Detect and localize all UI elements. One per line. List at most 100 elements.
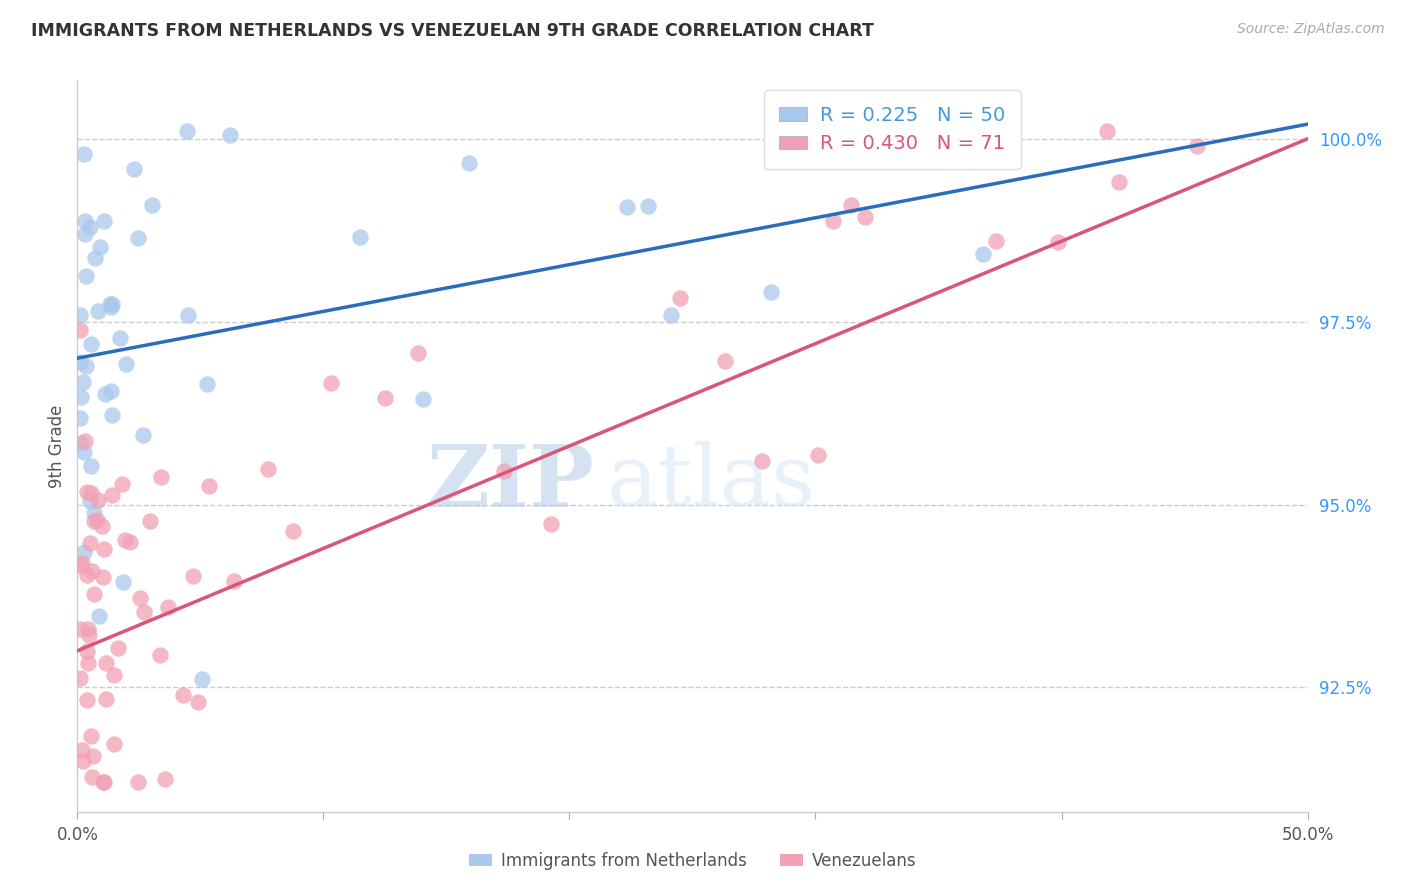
Point xyxy=(257,462,280,476)
Point xyxy=(120,535,142,549)
Point xyxy=(91,519,114,533)
Point xyxy=(87,608,110,623)
Point xyxy=(1108,175,1130,189)
Point xyxy=(76,692,98,706)
Point xyxy=(94,386,117,401)
Point xyxy=(100,300,122,314)
Point xyxy=(176,124,198,138)
Point xyxy=(80,564,103,578)
Point xyxy=(83,515,105,529)
Point xyxy=(103,668,125,682)
Point xyxy=(79,220,101,235)
Point xyxy=(80,486,103,500)
Point xyxy=(69,323,91,337)
Point xyxy=(321,376,343,391)
Point xyxy=(111,574,134,589)
Point xyxy=(87,303,110,318)
Point xyxy=(73,147,96,161)
Point xyxy=(132,605,155,619)
Point xyxy=(72,445,94,459)
Point xyxy=(492,464,515,478)
Point xyxy=(114,533,136,547)
Point xyxy=(75,359,97,373)
Point xyxy=(841,198,863,212)
Point xyxy=(101,297,124,311)
Point xyxy=(1046,235,1069,249)
Point xyxy=(83,587,105,601)
Point xyxy=(73,227,96,242)
Text: Source: ZipAtlas.com: Source: ZipAtlas.com xyxy=(1237,22,1385,37)
Point xyxy=(76,656,98,670)
Point xyxy=(79,494,101,508)
Point xyxy=(1095,124,1118,138)
Point xyxy=(349,230,371,244)
Point xyxy=(132,427,155,442)
Point xyxy=(669,291,692,305)
Point xyxy=(83,251,105,265)
Point xyxy=(115,357,138,371)
Point xyxy=(714,353,737,368)
Point xyxy=(91,570,114,584)
Point xyxy=(69,671,91,685)
Point xyxy=(100,297,122,311)
Point xyxy=(72,375,94,389)
Point xyxy=(751,453,773,467)
Point xyxy=(80,459,103,474)
Point xyxy=(177,308,200,322)
Point xyxy=(406,346,429,360)
Legend: Immigrants from Netherlands, Venezuelans: Immigrants from Netherlands, Venezuelans xyxy=(463,846,922,877)
Point xyxy=(972,247,994,261)
Point xyxy=(187,695,209,709)
Point xyxy=(853,210,876,224)
Point xyxy=(101,488,124,502)
Point xyxy=(190,673,212,687)
Point xyxy=(1185,139,1208,153)
Point xyxy=(76,643,98,657)
Point xyxy=(457,156,479,170)
Point xyxy=(89,240,111,254)
Point xyxy=(195,377,218,392)
Point xyxy=(69,623,91,637)
Point xyxy=(80,337,103,351)
Point xyxy=(76,484,98,499)
Point xyxy=(100,384,122,399)
Point xyxy=(93,542,115,557)
Point xyxy=(82,749,104,764)
Point xyxy=(93,775,115,789)
Point xyxy=(70,556,93,570)
Text: ZIP: ZIP xyxy=(426,441,595,524)
Point xyxy=(73,214,96,228)
Point xyxy=(139,514,162,528)
Point xyxy=(374,391,396,405)
Point xyxy=(69,355,91,369)
Point xyxy=(172,688,194,702)
Point xyxy=(219,128,242,142)
Point xyxy=(77,622,100,636)
Point xyxy=(72,544,94,558)
Point xyxy=(69,559,91,574)
Point xyxy=(69,308,91,322)
Point xyxy=(222,574,245,588)
Point xyxy=(540,517,562,532)
Point xyxy=(75,268,97,283)
Point xyxy=(977,139,1000,153)
Point xyxy=(111,476,134,491)
Point xyxy=(79,729,101,743)
Point xyxy=(807,448,830,462)
Point xyxy=(83,506,105,520)
Point xyxy=(76,567,98,582)
Point xyxy=(659,308,682,322)
Point xyxy=(198,479,221,493)
Point xyxy=(412,392,434,406)
Point xyxy=(122,161,145,176)
Point xyxy=(155,772,177,786)
Point xyxy=(157,599,180,614)
Point xyxy=(141,198,163,212)
Y-axis label: 9th Grade: 9th Grade xyxy=(48,404,66,488)
Point xyxy=(86,513,108,527)
Point xyxy=(73,434,96,449)
Point xyxy=(93,214,115,228)
Point xyxy=(94,656,117,670)
Point xyxy=(181,568,204,582)
Point xyxy=(108,331,131,345)
